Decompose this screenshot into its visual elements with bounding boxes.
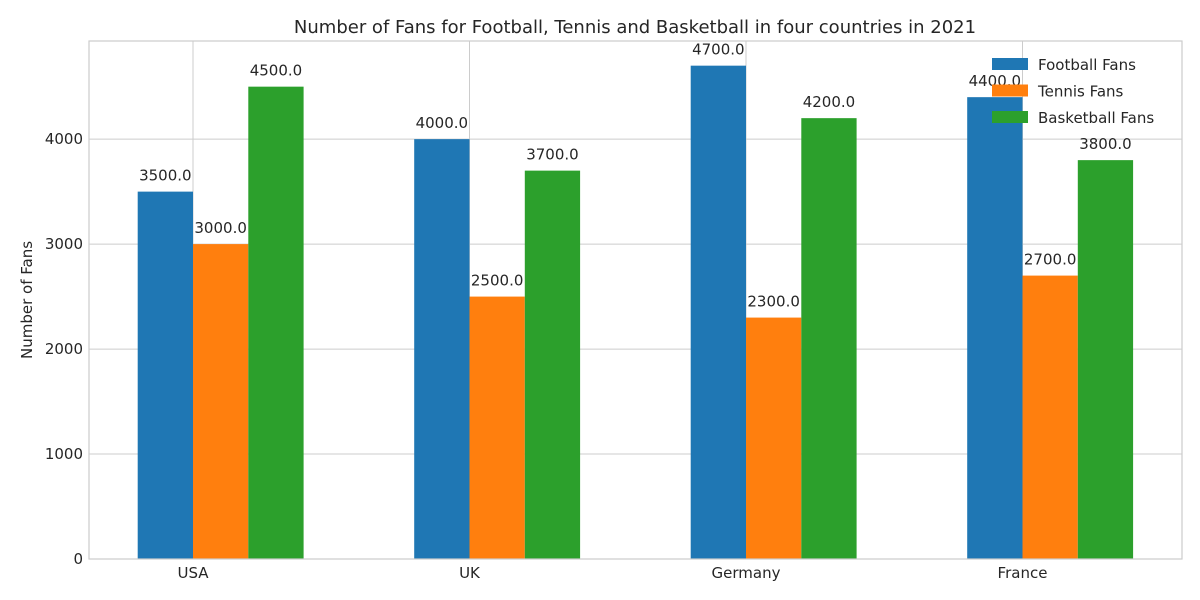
bar <box>524 170 581 559</box>
bar <box>193 244 249 559</box>
x-axis-ticks: USA UK Germany France <box>177 564 1047 582</box>
data-label: 2300.0 <box>747 293 800 311</box>
data-label: 4200.0 <box>803 93 856 111</box>
legend-label: Football Fans <box>1038 56 1136 74</box>
bar <box>248 86 304 559</box>
x-tick-label: France <box>998 564 1048 582</box>
y-axis-ticks: 0 1000 2000 3000 4000 <box>45 130 83 568</box>
bar <box>1077 160 1134 559</box>
y-tick-label: 0 <box>73 550 83 568</box>
y-tick-label: 4000 <box>45 130 83 148</box>
bars <box>137 65 1134 560</box>
legend-label: Basketball Fans <box>1038 109 1154 127</box>
y-tick-label: 3000 <box>45 235 83 253</box>
bar <box>746 317 802 559</box>
data-label: 4000.0 <box>416 114 469 132</box>
chart-title: Number of Fans for Football, Tennis and … <box>294 17 976 38</box>
y-axis-label: Number of Fans <box>18 241 36 359</box>
data-label: 3500.0 <box>139 167 192 185</box>
data-label: 4700.0 <box>692 41 745 59</box>
bar <box>690 65 746 560</box>
data-label: 3800.0 <box>1079 135 1132 153</box>
data-label: 3700.0 <box>526 146 579 164</box>
x-tick-label: USA <box>177 564 209 582</box>
plot-frame <box>88 40 1183 560</box>
y-tick-label: 2000 <box>45 340 83 358</box>
data-label: 4500.0 <box>250 62 303 80</box>
legend-label: Tennis Fans <box>1037 83 1124 101</box>
legend-swatch <box>992 111 1028 123</box>
x-tick-label: UK <box>459 564 481 582</box>
data-labels: 3500.04000.04700.04400.03000.02500.02300… <box>139 41 1132 311</box>
data-label: 2500.0 <box>471 272 524 290</box>
bar <box>137 191 193 559</box>
bar <box>1022 275 1078 559</box>
bar <box>469 296 525 559</box>
legend-swatch <box>992 84 1028 97</box>
bar <box>801 118 857 560</box>
x-tick-label: Germany <box>712 564 781 582</box>
y-tick-label: 1000 <box>45 445 83 463</box>
bar <box>414 139 470 559</box>
legend: Football Fans Tennis Fans Basketball Fans <box>992 56 1154 127</box>
legend-swatch <box>992 58 1028 70</box>
data-label: 3000.0 <box>194 219 247 237</box>
data-label: 2700.0 <box>1024 251 1077 269</box>
bar <box>967 97 1023 559</box>
